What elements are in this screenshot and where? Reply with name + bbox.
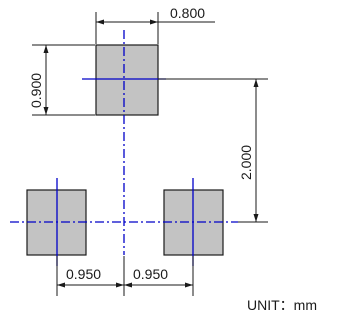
centerlines bbox=[10, 30, 238, 266]
pad-height-label: 0.900 bbox=[28, 73, 44, 108]
left-offset-label: 0.950 bbox=[66, 266, 101, 282]
top-pad bbox=[95, 44, 159, 116]
right-offset-label: 0.950 bbox=[133, 266, 168, 282]
pad-width-label: 0.800 bbox=[170, 5, 205, 21]
horizontal-offset-dimension: 0.950 0.950 bbox=[56, 256, 194, 296]
vertical-pitch-dimension: 2.000 bbox=[158, 78, 268, 223]
pad-width-dimension: 0.800 bbox=[95, 5, 215, 44]
vertical-pitch-label: 2.000 bbox=[238, 145, 254, 180]
unit-label: UNIT：mm bbox=[247, 297, 317, 313]
pad-height-dimension: 0.900 bbox=[28, 44, 95, 116]
